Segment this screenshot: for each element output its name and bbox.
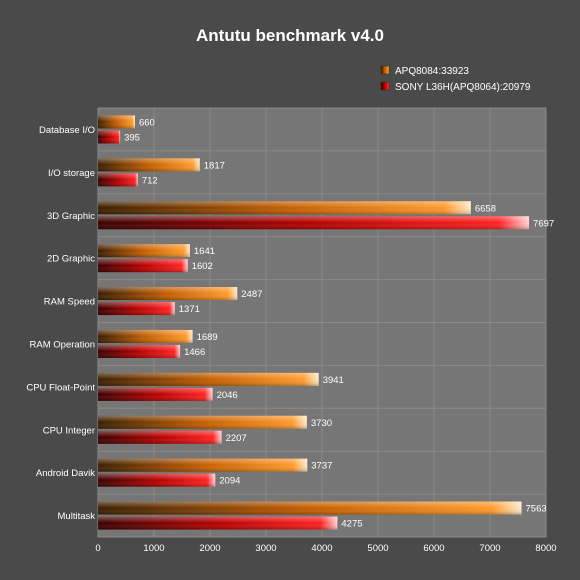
data-label: 2487 [241,289,262,300]
bar-highlight [98,244,190,258]
data-label: 660 [139,117,155,128]
x-tick-label: 1000 [143,543,164,554]
category-label: 3D Graphic [47,211,95,222]
data-label: 2094 [219,476,240,487]
data-label: 7563 [526,504,547,515]
legend-label: APQ8084:33923 [395,66,469,77]
data-label: 3941 [323,375,344,386]
data-label: 1602 [192,261,213,272]
data-label: 1466 [184,347,205,358]
category-label: CPU Float-Point [26,382,95,393]
x-tick-label: 7000 [479,543,500,554]
data-label: 2046 [217,390,238,401]
category-label: 2D Graphic [47,254,95,265]
bar-highlight [98,201,471,215]
bar-highlight [98,216,530,230]
bar-highlight [98,115,135,129]
data-label: 1689 [197,332,218,343]
category-label: Multitask [58,511,96,522]
legend-swatch [380,81,390,91]
chart-title: Antutu benchmark v4.0 [196,26,384,45]
category-label: I/O storage [48,168,95,179]
data-label: 712 [142,175,158,186]
category-label: Database I/O [39,125,95,136]
x-tick-label: 0 [95,543,100,554]
x-tick-label: 8000 [535,543,556,554]
bar-highlight [98,344,181,358]
x-tick-label: 4000 [311,543,332,554]
data-label: 395 [124,132,140,143]
bar-highlight [98,387,213,401]
data-label: 1371 [179,304,200,315]
bar-highlight [98,259,188,273]
bar-highlight [98,173,138,187]
data-label: 3730 [311,418,332,429]
bar-highlight [98,287,238,301]
data-label: 7697 [533,218,554,229]
bar-highlight [98,473,216,487]
bar-highlight [98,329,193,343]
bar-highlight [98,372,319,386]
bar-highlight [98,458,308,472]
data-label: 2207 [226,433,247,444]
bar-highlight [98,302,175,316]
bar-highlight [98,516,338,530]
legend-swatch [380,65,390,75]
data-label: 3737 [311,461,332,472]
data-label: 4275 [341,519,362,530]
category-label: CPU Integer [43,425,95,436]
x-tick-label: 6000 [423,543,444,554]
category-label: Android Davik [36,468,95,479]
bar-highlight [98,158,200,172]
data-label: 1641 [194,246,215,257]
bar-highlight [98,501,522,515]
bar-highlight [98,130,121,144]
bar-highlight [98,430,222,444]
data-label: 6658 [475,203,496,214]
bar-highlight [98,415,307,429]
x-tick-label: 3000 [255,543,276,554]
data-label: 1817 [204,160,225,171]
category-label: RAM Speed [44,297,95,308]
x-tick-label: 2000 [199,543,220,554]
category-label: RAM Operation [30,339,95,350]
legend-label: SONY L36H(APQ8064):20979 [395,82,531,93]
x-tick-label: 5000 [367,543,388,554]
